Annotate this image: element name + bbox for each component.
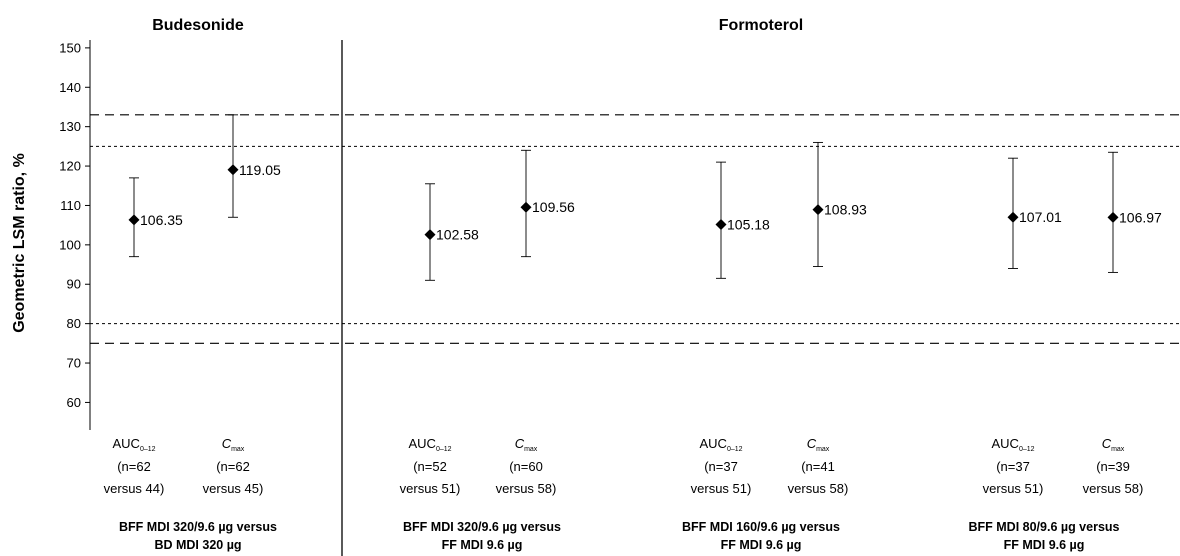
category-n-label: (n=41 (801, 459, 835, 474)
group-labels: BFF MDI 320/9.6 µg versus BD MDI 320 µg BF… (119, 520, 1120, 552)
y-tick-label: 130 (59, 119, 81, 134)
category-n-label: (n=39 (1096, 459, 1130, 474)
group-label-line1: BFF MDI 160/9.6 µg versus (682, 520, 840, 534)
point-marker (715, 218, 727, 230)
group-label-line2: FF MDI 9.6 µg (721, 538, 802, 552)
group-label-line2: FF MDI 9.6 µg (442, 538, 523, 552)
category-versus-label: versus 51) (691, 481, 752, 496)
group-label-line1: BFF MDI 320/9.6 µg versus (119, 520, 277, 534)
category-param-label: Cmax (515, 436, 538, 453)
category-versus-label: versus 58) (496, 481, 557, 496)
category-n-label: (n=62 (117, 459, 151, 474)
category-param-label: AUC0–12 (699, 436, 742, 453)
category-param-label: Cmax (807, 436, 830, 453)
point-marker (1007, 211, 1019, 223)
y-tick-label: 100 (59, 237, 81, 252)
category-versus-label: versus 58) (1083, 481, 1144, 496)
data-label: 105.18 (727, 216, 770, 232)
data-label: 107.01 (1019, 209, 1062, 225)
category-param-label: AUC0–12 (991, 436, 1034, 453)
category-versus-label: versus 51) (983, 481, 1044, 496)
category-versus-label: versus 51) (400, 481, 461, 496)
point-marker (812, 204, 824, 216)
category-param-label: AUC0–12 (112, 436, 155, 453)
data-label: 108.93 (824, 202, 867, 218)
y-axis-label: Geometric LSM ratio, % (11, 153, 28, 333)
category-n-label: (n=52 (413, 459, 447, 474)
category-n-label: (n=37 (996, 459, 1030, 474)
category-versus-label: versus 44) (104, 481, 165, 496)
panel-title-formoterol: Formoterol (719, 17, 803, 34)
data-label: 102.58 (436, 227, 479, 243)
point-marker (128, 214, 140, 226)
data-label: 119.05 (239, 162, 281, 178)
category-n-label: (n=62 (216, 459, 250, 474)
point-marker (1107, 211, 1119, 223)
data-label: 106.35 (140, 212, 183, 228)
y-axis: 60 70 80 90 100 110 120 130 140 150 (59, 40, 91, 430)
data-label: 106.97 (1119, 209, 1162, 225)
group-label-line1: BFF MDI 80/9.6 µg versus (968, 520, 1119, 534)
category-param-label: Cmax (1102, 436, 1125, 453)
y-tick-label: 140 (59, 80, 81, 95)
y-tick-label: 60 (67, 395, 81, 410)
category-versus-label: versus 58) (788, 481, 849, 496)
data-label: 109.56 (532, 199, 575, 215)
group-label-line1: BFF MDI 320/9.6 µg versus (403, 520, 561, 534)
y-tick-label: 110 (60, 198, 81, 213)
y-tick-label: 120 (59, 159, 81, 174)
reference-lines (90, 114, 1180, 344)
category-param-label: Cmax (222, 436, 245, 453)
panel-titles: Budesonide Formoterol (152, 17, 803, 34)
category-labels: AUC0–12 (n=62 versus 44) Cmax (n=62 versus 45… (104, 436, 1144, 496)
y-tick-label: 90 (67, 277, 81, 292)
group-label-line2: BD MDI 320 µg (154, 538, 241, 552)
panel-title-budesonide: Budesonide (152, 17, 244, 34)
category-n-label: (n=60 (509, 459, 543, 474)
point-marker (520, 201, 532, 213)
category-versus-label: versus 45) (203, 481, 264, 496)
y-tick-label: 70 (67, 356, 81, 371)
y-tick-label: 80 (67, 316, 81, 331)
group-label-line2: FF MDI 9.6 µg (1004, 538, 1085, 552)
data-points: 106.35 119.05 102.58 109.56 105.18 108.93 107.… (128, 114, 1162, 281)
category-param-label: AUC0–12 (408, 436, 451, 453)
point-marker (227, 164, 239, 176)
point-marker (424, 229, 436, 241)
y-tick-label: 150 (59, 40, 81, 55)
category-n-label: (n=37 (704, 459, 738, 474)
